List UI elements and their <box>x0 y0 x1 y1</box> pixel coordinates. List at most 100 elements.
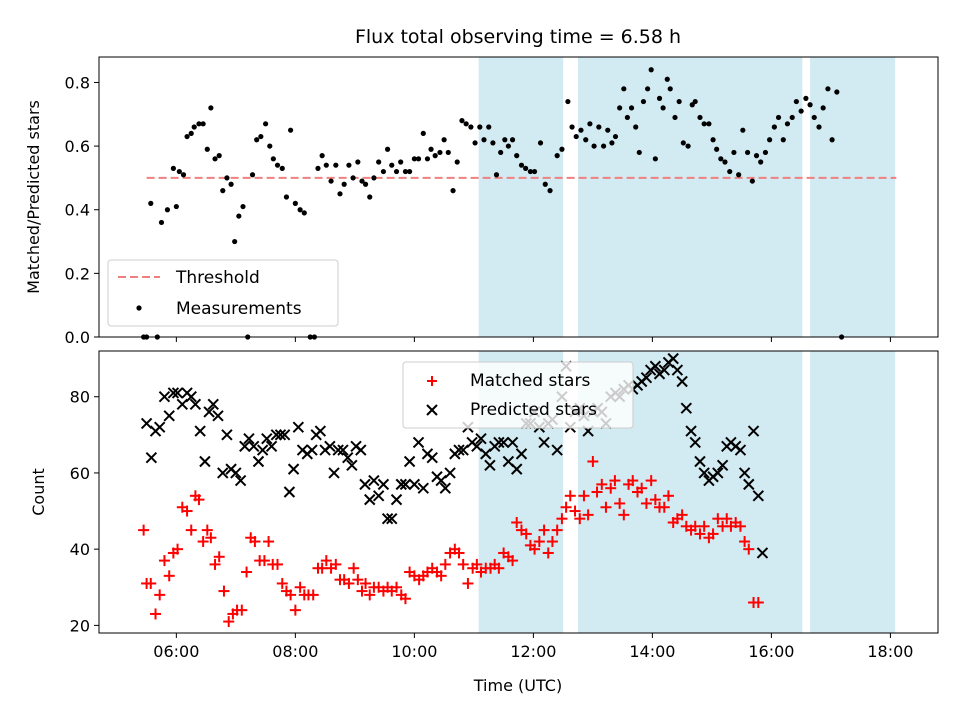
matched-star-point <box>352 574 364 586</box>
measurement-point <box>459 118 465 124</box>
x-stroke <box>332 444 344 456</box>
measurement-point <box>288 127 294 133</box>
measurement-point <box>297 207 303 213</box>
measurement-point <box>274 162 281 168</box>
measurement-point <box>341 181 347 187</box>
measurement-point <box>596 124 602 130</box>
measurement-point <box>477 124 483 130</box>
x-tick-label: 06:00 <box>153 642 199 661</box>
measurement-point <box>825 86 831 92</box>
measurement-point <box>490 140 496 146</box>
y-tick-label: 80 <box>70 388 90 407</box>
x-tick-label: 10:00 <box>391 642 437 661</box>
x-stroke <box>658 364 670 376</box>
predicted-star-point <box>364 493 376 506</box>
measurement-point <box>505 143 511 149</box>
predicted-star-point <box>189 398 202 411</box>
measurement-point <box>547 188 553 194</box>
observing-interval-shade <box>810 57 896 337</box>
matched-star-point <box>163 570 175 582</box>
predicted-star-point <box>239 440 251 452</box>
measurement-point <box>676 98 682 105</box>
predicted-star-point <box>551 444 563 456</box>
legend-threshold-label: Threshold <box>175 268 260 288</box>
measurement-point <box>767 137 773 143</box>
matched-star-point <box>263 536 275 548</box>
x-stroke <box>324 440 336 452</box>
matched-star-point <box>582 509 594 521</box>
predicted-star-point <box>261 432 273 445</box>
x-stroke <box>412 436 425 449</box>
measurement-point <box>346 162 352 168</box>
measurement-point <box>200 121 206 127</box>
predicted-star-point <box>287 463 300 475</box>
predicted-star-point <box>412 436 425 449</box>
matched-star-point <box>356 585 368 597</box>
measurement-point <box>428 146 434 152</box>
predicted-star-point <box>640 371 653 384</box>
predicted-star-point <box>153 421 166 433</box>
measurement-point <box>664 76 670 82</box>
measurement-point <box>376 159 382 165</box>
measurement-point <box>263 121 269 127</box>
matched-star-point <box>614 497 626 509</box>
x-stroke <box>497 436 510 449</box>
x-stroke <box>292 421 305 433</box>
predicted-star-point <box>395 478 407 491</box>
predicted-star-point <box>408 478 421 491</box>
measurement-point <box>502 137 508 143</box>
x-stroke <box>752 490 765 502</box>
x-stroke <box>185 391 197 403</box>
measurement-point <box>816 124 822 130</box>
bottom-y-ticks: 20 40 60 80 <box>70 388 99 635</box>
matched-star-point <box>676 509 688 521</box>
measurement-point <box>216 153 222 159</box>
x-stroke <box>381 512 394 525</box>
x-stroke <box>756 547 769 559</box>
measurement-point <box>509 137 516 143</box>
measurement-point <box>706 121 712 127</box>
x-stroke <box>671 364 684 376</box>
x-stroke <box>252 455 265 468</box>
matched-star-point <box>150 608 162 620</box>
matched-star-point <box>213 551 225 563</box>
y-tick-label: 20 <box>70 616 90 635</box>
matched-star-point <box>658 501 670 513</box>
x-stroke <box>283 486 296 498</box>
predicted-star-point <box>234 474 247 487</box>
matched-star-point <box>145 577 157 589</box>
top-legend-box <box>107 259 339 327</box>
predicted-star-point <box>158 391 171 403</box>
measurement-point <box>514 153 520 159</box>
observing-interval-shade <box>478 57 564 337</box>
x-stroke <box>403 455 416 468</box>
predicted-star-point <box>439 482 452 494</box>
measurement-point <box>389 162 395 168</box>
matched-star-point <box>289 604 301 616</box>
predicted-star-point <box>171 387 184 399</box>
matched-star-point <box>154 589 166 601</box>
top-y-axis-label: Matched/Predicted stars <box>24 100 43 294</box>
measurement-point <box>393 168 400 175</box>
y-tick-label: 0.8 <box>65 73 90 92</box>
x-stroke <box>649 360 662 372</box>
measurement-point <box>236 213 242 219</box>
measurement-point <box>170 165 176 171</box>
x-stroke <box>399 478 412 491</box>
matched-stars-series <box>138 456 764 628</box>
x-stroke <box>278 429 291 441</box>
measurement-point <box>173 203 179 210</box>
observing-interval-shade <box>578 57 803 337</box>
measurement-point <box>315 165 321 171</box>
matched-star-point <box>564 490 576 502</box>
x-stroke <box>203 406 215 418</box>
matched-star-point <box>462 577 474 589</box>
measurement-point <box>164 207 171 213</box>
x-stroke <box>189 398 202 411</box>
x-stroke <box>217 467 229 479</box>
predicted-star-point <box>199 455 211 468</box>
x-stroke <box>676 375 688 388</box>
measurement-point <box>554 153 560 159</box>
x-stroke <box>538 436 550 449</box>
x-stroke <box>640 371 653 384</box>
